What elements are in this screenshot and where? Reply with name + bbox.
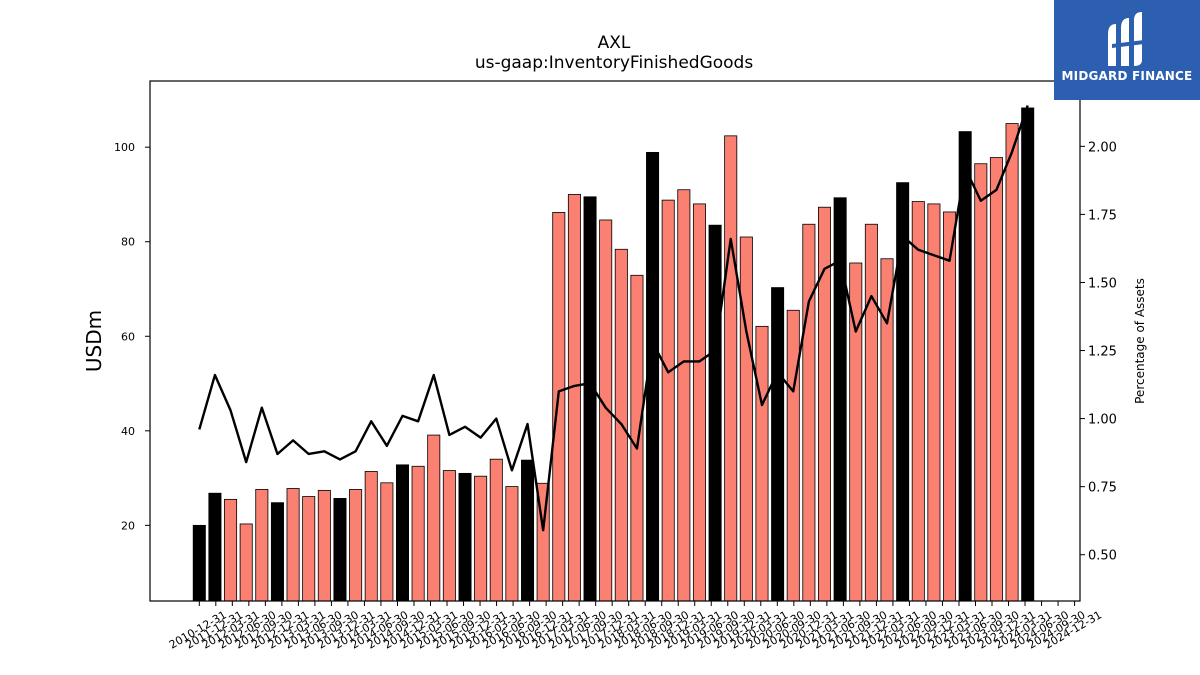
chart-title: AXL	[598, 33, 631, 53]
bar-2011-06-30	[224, 498, 238, 602]
plot-frame	[149, 80, 1081, 602]
bar-2019-09-30	[739, 236, 753, 602]
bar-2020-09-30	[802, 223, 816, 602]
y-tick-label-80: 80	[121, 236, 135, 249]
bar-2014-12-31	[442, 470, 456, 602]
y-tick-label-60: 60	[121, 330, 135, 343]
bar-2011-12-31	[255, 489, 269, 602]
bar-2013-12-31	[380, 482, 394, 602]
bar-2020-03-31	[771, 287, 785, 602]
bar-2023-09-30	[989, 157, 1003, 602]
bar-2012-03-31	[270, 502, 284, 602]
bar-2018-06-30	[661, 199, 675, 602]
bar-2014-03-31	[395, 464, 409, 602]
bar-2020-06-30	[786, 309, 800, 602]
y2-tick-label-0.50: 0.50	[1088, 549, 1117, 564]
bar-2017-03-31	[583, 196, 597, 602]
x-axis: 2010-12-312011-12-312012-03-312012-06-30…	[167, 601, 1104, 652]
bar-2022-06-30	[911, 201, 925, 602]
bar-2011-09-30	[239, 523, 253, 602]
bar-2013-03-31	[333, 498, 347, 602]
bar-2015-09-30	[489, 458, 503, 602]
y2-tick-label-1.25: 1.25	[1088, 345, 1117, 360]
y2-tick-label-2.00: 2.00	[1088, 140, 1117, 155]
bar-2013-09-30	[364, 471, 378, 602]
right-y-axis: 0.50 0.75 1.00 1.25 1.50 1.75 2.00	[1080, 140, 1117, 564]
bar-2016-03-31	[521, 459, 535, 602]
bar-2023-06-30	[974, 163, 988, 602]
bar-2021-09-30	[864, 223, 878, 602]
bar-2012-12-31	[317, 489, 331, 602]
y2-tick-label-1.00: 1.00	[1088, 413, 1117, 428]
y-axis-label: USDm	[82, 310, 106, 372]
bar-2010-12-31	[192, 524, 206, 602]
bar-2015-12-31	[505, 486, 519, 602]
percentage-line-series	[198, 105, 1029, 532]
y2-tick-label-1.50: 1.50	[1088, 276, 1117, 291]
bar-2024-03-31	[1021, 107, 1035, 602]
brand-logo: MIDGARD FINANCE	[1054, 0, 1200, 100]
bar-2023-03-31	[958, 131, 972, 602]
midgard-logo-icon	[1108, 12, 1144, 66]
right-y-axis-label: Percentage of Assets	[1133, 278, 1147, 404]
bar-2022-03-31	[896, 182, 910, 602]
bar-2018-09-30	[677, 189, 691, 602]
bar-2021-12-31	[880, 258, 894, 602]
bar-2014-06-30	[411, 465, 425, 602]
bar-2022-09-30	[927, 203, 941, 602]
y-tick-label-100: 100	[114, 141, 135, 154]
left-y-axis: 20 40 60 80 100	[114, 141, 150, 532]
y-tick-label-20: 20	[121, 519, 135, 532]
bar-2019-12-31	[755, 325, 769, 602]
percentage-line	[198, 105, 1029, 532]
bar-2012-09-30	[302, 496, 316, 602]
y2-tick-label-1.75: 1.75	[1088, 208, 1117, 223]
bar-2011-03-31	[208, 492, 222, 602]
bar-2012-06-30	[286, 488, 300, 602]
bar-2018-12-31	[692, 203, 706, 602]
brand-name: MIDGARD FINANCE	[1061, 69, 1193, 83]
chart-subtitle: us-gaap:InventoryFinishedGoods	[475, 53, 754, 73]
bar-2016-12-31	[567, 194, 581, 602]
bar-series	[192, 107, 1035, 602]
bar-2016-09-30	[552, 212, 566, 602]
bar-2021-03-31	[833, 197, 847, 602]
bar-2022-12-31	[943, 211, 957, 602]
bar-2023-12-31	[1005, 123, 1019, 602]
bar-2015-03-31	[458, 472, 472, 602]
bar-2014-09-30	[427, 434, 441, 602]
y2-tick-label-0.75: 0.75	[1088, 481, 1117, 496]
bar-2019-03-31	[708, 224, 722, 602]
bar-2015-06-30	[474, 475, 488, 602]
y-tick-label-40: 40	[121, 425, 135, 438]
bar-2019-06-30	[724, 135, 738, 602]
bar-2013-06-30	[349, 489, 363, 602]
bar-2017-12-31	[630, 274, 644, 602]
